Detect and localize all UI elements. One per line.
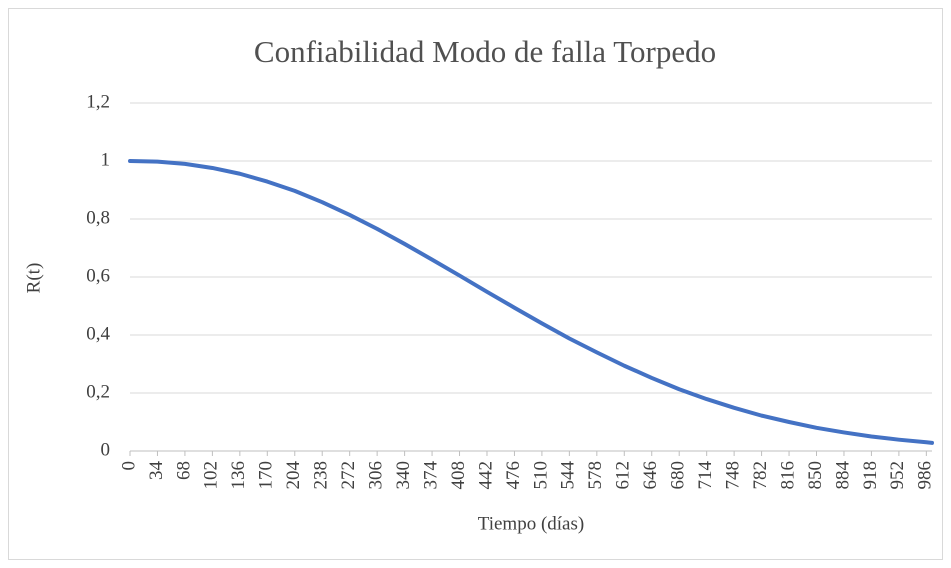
x-tick-label: 816 (777, 461, 798, 490)
x-tick-label: 442 (475, 461, 496, 490)
x-tick-label: 136 (228, 461, 249, 490)
y-tick-label: 1,2 (86, 91, 110, 112)
x-tick-label: 340 (393, 461, 414, 490)
x-tick-label: 306 (366, 461, 387, 490)
x-tick-label: 476 (503, 461, 524, 490)
y-tick-label: 0,6 (86, 265, 110, 286)
x-tick-label: 782 (750, 461, 771, 490)
x-tick-label: 0 (118, 461, 139, 471)
x-axis-label: Tiempo (días) (478, 513, 584, 534)
x-tick-label: 952 (887, 461, 908, 490)
x-tick-label: 884 (832, 461, 853, 490)
x-tick-label: 918 (860, 461, 881, 490)
x-tick-label: 646 (640, 461, 661, 490)
x-tick-label: 578 (585, 461, 606, 490)
x-tick-label: 102 (201, 461, 222, 490)
x-tick-label: 714 (695, 461, 716, 490)
x-tick-label: 238 (311, 461, 332, 490)
x-tick-label: 748 (722, 461, 743, 490)
y-tick-label: 0 (101, 439, 111, 460)
y-tick-label: 0,4 (86, 323, 110, 344)
chart-title: Confiabilidad Modo de falla Torpedo (254, 34, 716, 69)
x-tick-label: 374 (420, 461, 441, 490)
x-tick-label: 408 (448, 461, 469, 490)
x-tick-label: 272 (338, 461, 359, 490)
x-tick-label: 986 (915, 461, 936, 490)
y-tick-label: 0,8 (86, 207, 110, 228)
x-tick-label: 680 (668, 461, 689, 490)
y-tick-label: 1 (101, 149, 111, 170)
x-tick-label: 612 (613, 461, 634, 490)
x-tick-label: 850 (805, 461, 826, 490)
x-tick-label: 204 (283, 461, 304, 490)
y-tick-label: 0,2 (86, 381, 110, 402)
x-tick-label: 510 (530, 461, 551, 490)
line-series (128, 159, 934, 445)
y-axis-label: R(t) (23, 263, 44, 294)
x-tick-label: 544 (558, 461, 579, 490)
x-tick-label: 170 (256, 461, 277, 490)
x-tick-label: 34 (146, 461, 167, 481)
x-tick-label: 68 (173, 461, 194, 480)
